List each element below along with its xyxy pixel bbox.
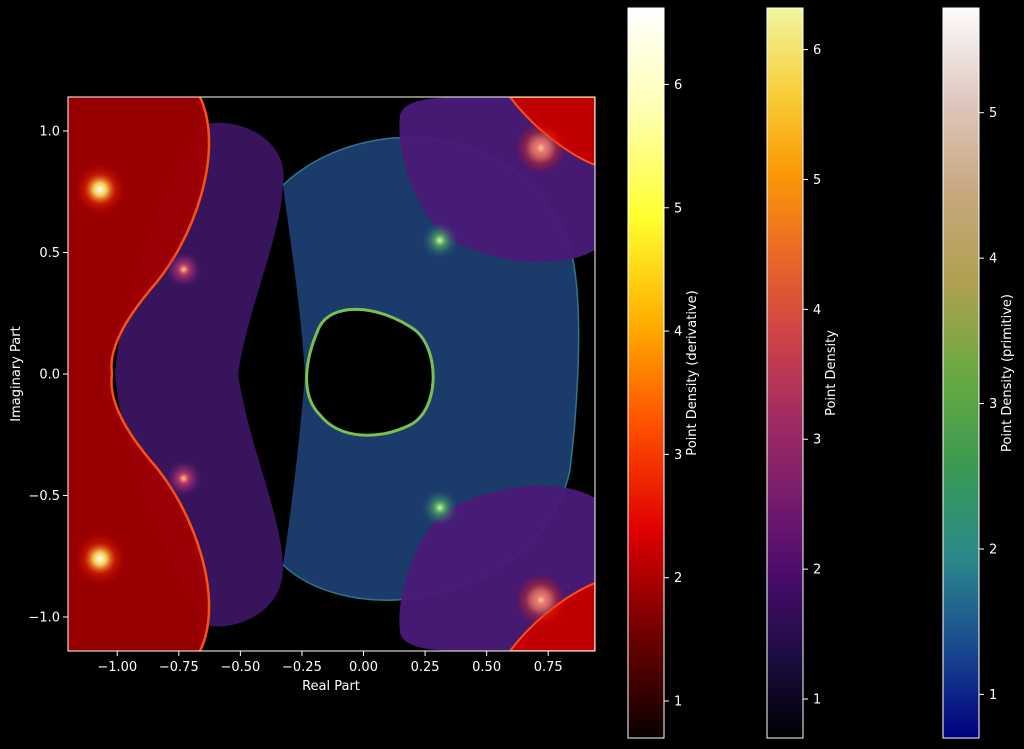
y-tick-label: 1.0 — [39, 125, 60, 140]
derivative-hot-spot-0 — [74, 163, 127, 216]
y-axis: 1.0 0.5 0.0 −0.5 −1.0 — [28, 125, 68, 625]
colorbar-tick-label: 4 — [813, 303, 821, 318]
colorbar-tick-label: 1 — [813, 693, 821, 708]
colorbar-2 — [942, 7, 980, 739]
y-tick-label: 0.0 — [39, 368, 60, 383]
x-tick-label: −0.25 — [282, 660, 322, 675]
colorbar-tick-label: 4 — [989, 252, 997, 267]
colorbar-0 — [627, 7, 665, 739]
x-tick-label: −1.00 — [97, 660, 137, 675]
y-tick-label: 0.5 — [39, 246, 60, 261]
colorbar-tick-label: 4 — [674, 325, 682, 340]
y-tick-label: −1.0 — [28, 610, 60, 625]
y-axis-label: Imaginary Part — [9, 326, 24, 421]
x-axis: −1.00 −0.75 −0.50 −0.25 0.00 0.25 0.50 0.75 — [97, 651, 563, 675]
colorbar-tick-label: 2 — [989, 542, 997, 557]
colorbar-label-2: Point Density (primitive) — [1000, 294, 1015, 452]
original-hot-spot-1 — [165, 460, 202, 497]
colorbar-1 — [766, 7, 804, 739]
primitive-hot-spot-1 — [421, 489, 458, 526]
derivative-hot-spot-1 — [74, 532, 127, 585]
original-hot-spot-0 — [165, 251, 202, 288]
colorbar-tick-label: 2 — [813, 563, 821, 578]
colorbars: 1 2 3 4 5 6 Point Density (derivative) 1 2 3 4 5 6 Po… — [627, 7, 1015, 739]
colorbar-tick-label: 3 — [674, 448, 682, 463]
colorbar-tick-label: 5 — [674, 201, 682, 216]
colorbar-label-1: Point Density — [824, 330, 839, 416]
y-tick-label: −0.5 — [28, 489, 60, 504]
x-tick-label: 0.25 — [411, 660, 440, 675]
colorbar-tick-label: 1 — [674, 695, 682, 710]
x-tick-label: 0.75 — [534, 660, 563, 675]
density-hot-spots — [74, 122, 567, 626]
heatmap-area — [68, 97, 595, 651]
colorbar-tick-label: 5 — [989, 106, 997, 121]
colorbar-label-0: Point Density (derivative) — [685, 290, 700, 455]
colorbar-tick-label: 6 — [674, 78, 682, 93]
original-hot-spot-2 — [522, 130, 559, 167]
derivative-region-left — [68, 97, 210, 651]
x-tick-label: −0.50 — [220, 660, 260, 675]
colorbar-tick-label: 3 — [989, 397, 997, 412]
derivative-region-left-edge — [110, 97, 211, 651]
colorbar-tick-label: 2 — [674, 571, 682, 586]
inner-hole-rim — [305, 307, 435, 437]
colorbar-tick-label: 3 — [813, 433, 821, 448]
x-tick-label: −0.75 — [159, 660, 199, 675]
original-hot-spot-3 — [522, 581, 559, 618]
x-axis-label: Real Part — [302, 679, 360, 694]
colorbar-tick-label: 6 — [813, 43, 821, 58]
x-tick-label: 0.00 — [349, 660, 378, 675]
colorbar-tick-label: 5 — [813, 173, 821, 188]
primitive-hot-spot-0 — [421, 222, 458, 259]
x-tick-label: 0.50 — [472, 660, 501, 675]
colorbar-tick-label: 1 — [989, 688, 997, 703]
